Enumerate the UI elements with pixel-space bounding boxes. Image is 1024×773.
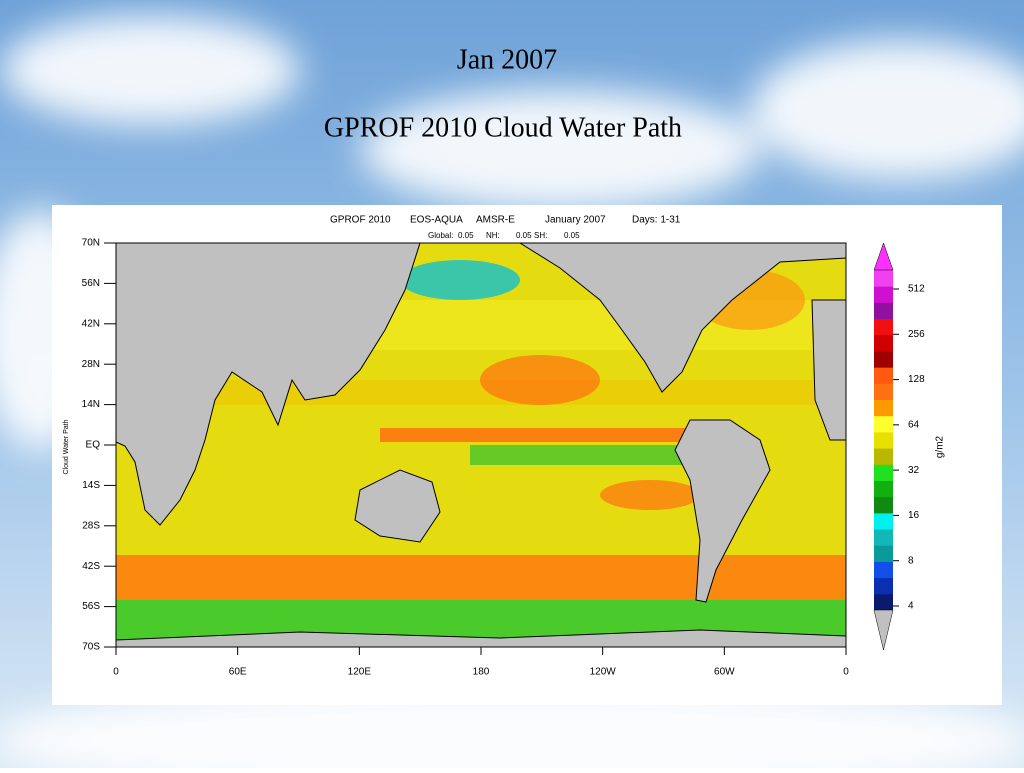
- lon-label: 60E: [229, 667, 247, 678]
- field-patch: [600, 480, 700, 510]
- colorbar-segment: [874, 431, 893, 449]
- colorbar-segment: [874, 464, 893, 481]
- colorbar-segment: [874, 383, 893, 401]
- lat-label: 28N: [82, 359, 100, 370]
- colorbar-segment: [874, 496, 893, 514]
- field-patch: [400, 260, 520, 300]
- lat-label: 70S: [82, 642, 100, 653]
- colorbar-tick-label: 64: [908, 419, 920, 430]
- lat-label: 28S: [82, 520, 100, 531]
- colorbar-tick-label: 32: [908, 465, 920, 476]
- lon-label: 60W: [714, 667, 735, 678]
- y-axis-label: Cloud Water Path: [63, 419, 70, 474]
- colorbar-segment: [874, 286, 893, 303]
- colorbar-unit: g/m2: [935, 435, 946, 458]
- map-header: Days: 1-31: [632, 215, 681, 226]
- stat-label: Global:: [428, 231, 453, 240]
- slide-title: Jan 2007: [457, 44, 557, 75]
- lat-label: 42N: [82, 318, 100, 329]
- field-band: [380, 428, 690, 442]
- colorbar-segment: [874, 561, 893, 579]
- colorbar-segment: [874, 350, 893, 368]
- colorbar-tick-label: 128: [908, 374, 925, 385]
- stat-value: 0.05: [458, 231, 474, 240]
- map-header: AMSR-E: [476, 215, 515, 226]
- colorbar-tick-label: 256: [908, 329, 925, 340]
- lat-label: EQ: [86, 440, 101, 451]
- colorbar-tick-label: 512: [908, 284, 925, 295]
- map-header: GPROF 2010: [330, 215, 391, 226]
- colorbar-under: [873, 609, 894, 651]
- colorbar-over: [873, 242, 894, 271]
- lon-label: 0: [113, 667, 119, 678]
- colorbar-tick-label: 16: [908, 510, 920, 521]
- lon-label: 180: [473, 667, 490, 678]
- colorbar-segment: [874, 480, 893, 498]
- colorbar-segment: [874, 367, 893, 384]
- lat-label: 42S: [82, 561, 100, 572]
- colorbar-tick-label: 8: [908, 555, 914, 566]
- lat-label: 56S: [82, 601, 100, 612]
- colorbar-segment: [874, 399, 893, 417]
- colorbar-segment: [874, 593, 893, 611]
- stat-value: 0.05: [564, 231, 580, 240]
- colorbar-segment: [874, 545, 893, 562]
- lon-label: 120E: [348, 667, 372, 678]
- stat-label: NH:: [486, 231, 500, 240]
- colorbar-segment: [874, 512, 893, 530]
- lat-label: 14N: [82, 399, 100, 410]
- map-header: January 2007: [545, 215, 606, 226]
- field-band: [116, 555, 846, 600]
- field-band: [470, 445, 710, 465]
- land: [115, 242, 847, 648]
- colorbar-segment: [874, 334, 893, 352]
- lon-label: 0: [843, 667, 849, 678]
- stat-label: SH:: [534, 231, 547, 240]
- colorbar-tick-label: 4: [908, 601, 914, 612]
- colorbar-segment: [874, 318, 893, 336]
- map-area: [115, 242, 847, 648]
- colorbar-segment: [874, 577, 893, 595]
- slide-subtitle: GPROF 2010 Cloud Water Path: [324, 112, 682, 143]
- colorbar-segment: [874, 529, 893, 546]
- stat-value: 0.05: [516, 231, 532, 240]
- colorbar-segment: [874, 448, 893, 465]
- lat-label: 56N: [82, 278, 100, 289]
- colorbar-segment: [874, 270, 893, 287]
- map-header: EOS-AQUA: [410, 215, 463, 226]
- field-patch: [480, 355, 600, 405]
- colorbar-segment: [874, 415, 893, 433]
- colorbar-segment: [874, 302, 893, 320]
- lat-label: 70N: [82, 238, 100, 249]
- lon-label: 120W: [590, 667, 617, 678]
- lat-label: 14S: [82, 480, 100, 491]
